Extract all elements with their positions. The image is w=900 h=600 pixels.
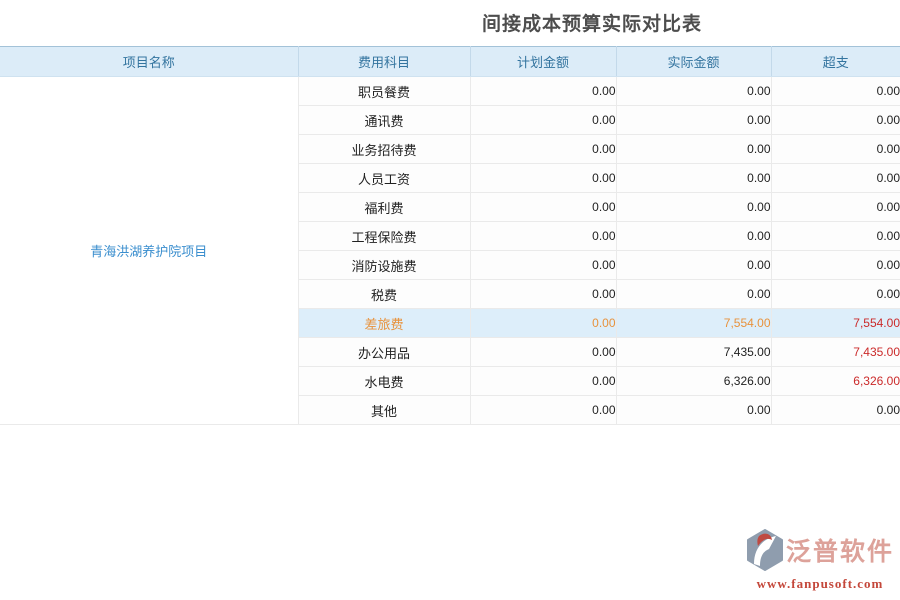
actual-amount-cell: 0.00 <box>616 192 772 222</box>
project-name-cell: 青海洪湖养护院项目 <box>0 76 299 425</box>
actual-amount-cell: 0.00 <box>616 279 772 309</box>
planned-amount-cell: 0.00 <box>470 366 617 396</box>
table-row[interactable]: 青海洪湖养护院项目 职员餐费 0.00 0.00 0.00 <box>0 76 900 425</box>
table-row[interactable]: 其他 0.00 0.00 0.00 <box>0 395 900 425</box>
table-row[interactable]: 人员工资 0.00 0.00 0.00 <box>0 163 900 193</box>
planned-amount-cell: 0.00 <box>470 105 617 135</box>
actual-amount-cell: 0.00 <box>616 105 772 135</box>
actual-amount-cell: 7,554.00 <box>616 308 772 338</box>
overspend-amount-cell: 0.00 <box>771 221 900 251</box>
planned-amount-cell: 0.00 <box>470 308 617 338</box>
overspend-amount-cell: 0.00 <box>771 76 900 106</box>
column-header-expense-subject: 费用科目 <box>298 46 471 77</box>
expense-subject-cell: 职员餐费 <box>298 76 471 106</box>
fanpu-watermark: 泛普软件 www.fanpusoft.com <box>746 529 894 592</box>
overspend-amount-cell: 0.00 <box>771 395 900 425</box>
expense-subject-cell: 差旅费 <box>298 308 471 338</box>
planned-amount-cell: 0.00 <box>470 76 617 106</box>
actual-amount-cell: 0.00 <box>616 221 772 251</box>
expense-subject-cell: 水电费 <box>298 366 471 396</box>
expense-subject-cell: 福利费 <box>298 192 471 222</box>
actual-amount-cell: 0.00 <box>616 163 772 193</box>
planned-amount-cell: 0.00 <box>470 250 617 280</box>
planned-amount-cell: 0.00 <box>470 395 617 425</box>
actual-amount-cell: 0.00 <box>616 76 772 106</box>
overspend-amount-cell: 0.00 <box>771 279 900 309</box>
table-row[interactable]: 业务招待费 0.00 0.00 0.00 <box>0 134 900 164</box>
column-header-overspend: 超支 <box>771 46 900 77</box>
brand-url: www.fanpusoft.com <box>756 576 884 591</box>
overspend-amount-cell: 7,435.00 <box>771 337 900 367</box>
overspend-amount-cell: 0.00 <box>771 134 900 164</box>
column-header-planned-amount: 计划金额 <box>470 46 617 77</box>
expense-subject-cell: 消防设施费 <box>298 250 471 280</box>
table-row[interactable]: 福利费 0.00 0.00 0.00 <box>0 192 900 222</box>
actual-amount-cell: 6,326.00 <box>616 366 772 396</box>
planned-amount-cell: 0.00 <box>470 337 617 367</box>
actual-amount-cell: 7,435.00 <box>616 337 772 367</box>
overspend-amount-cell: 0.00 <box>771 192 900 222</box>
expense-subject-cell: 人员工资 <box>298 163 471 193</box>
expense-subject-cell: 通讯费 <box>298 105 471 135</box>
column-header-project-name: 项目名称 <box>0 46 299 77</box>
planned-amount-cell: 0.00 <box>470 192 617 222</box>
expense-subject-cell: 办公用品 <box>298 337 471 367</box>
expense-subject-cell: 税费 <box>298 279 471 309</box>
budget-comparison-table: 项目名称 费用科目 计划金额 实际金额 超支 青海洪湖养护院项目 职员餐费 0.00… <box>0 46 900 425</box>
table-row[interactable]: 工程保险费 0.00 0.00 0.00 <box>0 221 900 251</box>
overspend-amount-cell: 6,326.00 <box>771 366 900 396</box>
project-name-link[interactable]: 青海洪湖养护院项目 <box>90 244 208 259</box>
table-row[interactable]: 差旅费 0.00 7,554.00 7,554.00 <box>0 308 900 338</box>
overspend-amount-cell: 0.00 <box>771 250 900 280</box>
table-row[interactable]: 消防设施费 0.00 0.00 0.00 <box>0 250 900 280</box>
actual-amount-cell: 0.00 <box>616 395 772 425</box>
fanpu-logo-icon <box>746 529 784 576</box>
table-row[interactable]: 通讯费 0.00 0.00 0.00 <box>0 105 900 135</box>
table-header-row: 项目名称 费用科目 计划金额 实际金额 超支 <box>0 46 900 77</box>
overspend-amount-cell: 0.00 <box>771 105 900 135</box>
planned-amount-cell: 0.00 <box>470 134 617 164</box>
expense-subject-cell: 工程保险费 <box>298 221 471 251</box>
column-header-actual-amount: 实际金额 <box>616 46 772 77</box>
actual-amount-cell: 0.00 <box>616 134 772 164</box>
brand-name: 泛普软件 <box>785 537 894 566</box>
table-row[interactable]: 税费 0.00 0.00 0.00 <box>0 279 900 309</box>
overspend-amount-cell: 7,554.00 <box>771 308 900 338</box>
overspend-amount-cell: 0.00 <box>771 163 900 193</box>
table-row[interactable]: 办公用品 0.00 7,435.00 7,435.00 <box>0 337 900 367</box>
expense-subject-cell: 其他 <box>298 395 471 425</box>
expense-subject-cell: 业务招待费 <box>298 134 471 164</box>
planned-amount-cell: 0.00 <box>470 163 617 193</box>
page-title: 间接成本预算实际对比表 <box>481 14 702 35</box>
actual-amount-cell: 0.00 <box>616 250 772 280</box>
table-row[interactable]: 水电费 0.00 6,326.00 6,326.00 <box>0 366 900 396</box>
planned-amount-cell: 0.00 <box>470 221 617 251</box>
planned-amount-cell: 0.00 <box>470 279 617 309</box>
